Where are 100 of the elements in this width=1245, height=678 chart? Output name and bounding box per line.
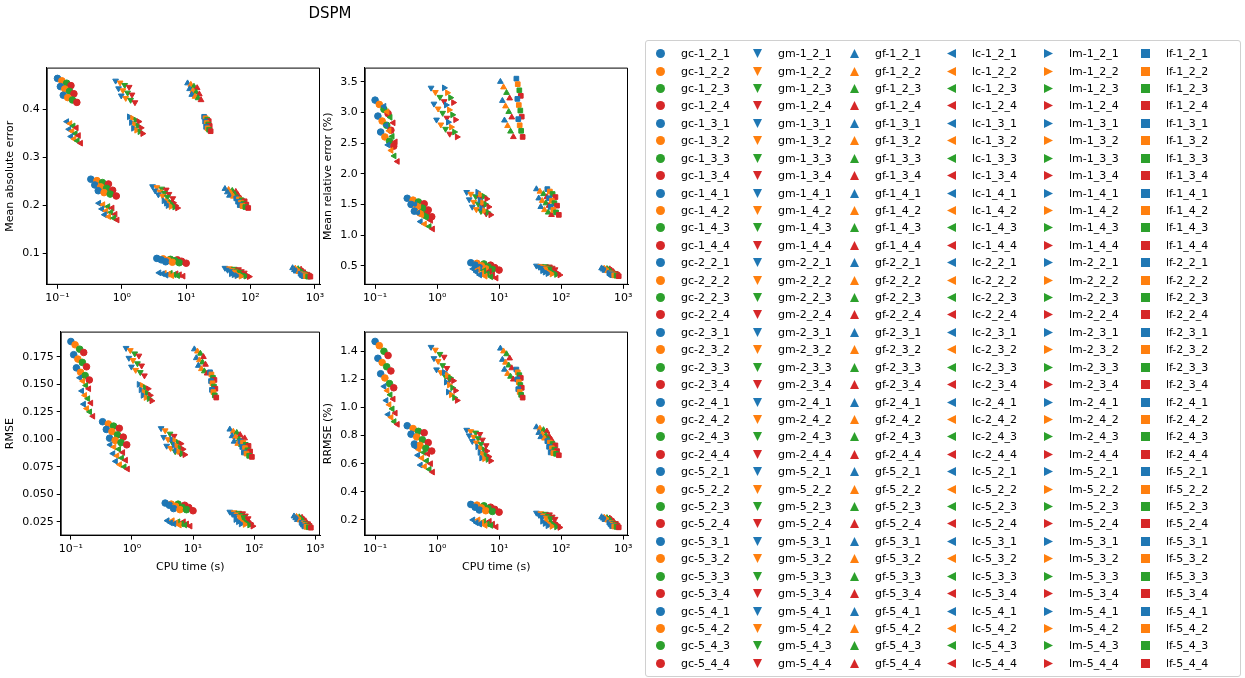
legend-label: gf-2_4_2 bbox=[875, 412, 922, 426]
legend-label: gc-5_2_1 bbox=[681, 465, 730, 479]
legend-label: gf-2_2_3 bbox=[875, 291, 922, 305]
legend-label: lm-1_3_2 bbox=[1069, 134, 1119, 148]
legend-label: gm-2_3_3 bbox=[778, 360, 832, 374]
legend-label: lm-1_3_3 bbox=[1069, 151, 1119, 165]
legend-label: gf-2_3_2 bbox=[875, 343, 922, 357]
y-tick-label: 1.4 bbox=[340, 344, 358, 358]
y-tick-label: 0.125 bbox=[22, 404, 54, 418]
legend-label: gf-1_2_3 bbox=[875, 82, 922, 96]
x-tick-label: 10⁻¹ bbox=[362, 542, 388, 556]
legend-label: lf-1_2_4 bbox=[1166, 99, 1209, 113]
legend-label: gf-2_4_3 bbox=[875, 430, 922, 444]
y-tick-label: 2.5 bbox=[340, 135, 358, 149]
y-tick-label: 0.2 bbox=[22, 198, 40, 212]
legend-label: gm-5_4_3 bbox=[778, 639, 832, 653]
legend-label: gm-2_4_3 bbox=[778, 430, 832, 444]
legend-label: lc-5_4_4 bbox=[972, 656, 1018, 670]
x-tick-label: 10² bbox=[551, 542, 571, 556]
legend-label: gm-1_3_4 bbox=[778, 169, 832, 183]
legend-label: lm-5_2_4 bbox=[1069, 517, 1119, 531]
legend-label: gm-2_2_4 bbox=[778, 308, 832, 322]
legend-label: lf-1_4_2 bbox=[1166, 203, 1209, 217]
x-tick-label: 10⁻¹ bbox=[58, 542, 84, 556]
legend-label: lm-5_3_4 bbox=[1069, 587, 1119, 601]
legend-label: gf-2_4_4 bbox=[875, 447, 922, 461]
legend-label: gm-1_2_2 bbox=[778, 64, 832, 78]
legend-label: lm-1_4_1 bbox=[1069, 186, 1119, 200]
legend-label: gc-1_2_1 bbox=[681, 47, 730, 61]
y-tick-label: 0.5 bbox=[340, 258, 358, 272]
legend-label: gf-2_2_1 bbox=[875, 256, 922, 270]
legend-label: lc-1_4_1 bbox=[972, 186, 1018, 200]
legend-label: gc-5_4_1 bbox=[681, 604, 730, 618]
legend-label: lc-2_3_1 bbox=[972, 325, 1018, 339]
legend-label: lm-5_2_1 bbox=[1069, 465, 1119, 479]
legend-label: lc-1_3_2 bbox=[972, 134, 1018, 148]
x-tick-label: 10³ bbox=[613, 291, 633, 305]
x-tick-label: 10⁻¹ bbox=[45, 291, 70, 305]
chart-title: DSPM bbox=[307, 4, 353, 22]
legend-label: gm-2_4_2 bbox=[778, 412, 832, 426]
legend-label: lm-5_3_3 bbox=[1069, 569, 1119, 583]
legend-label: gc-2_2_2 bbox=[681, 273, 730, 287]
legend-label: gc-1_4_2 bbox=[681, 203, 730, 217]
x-tick-label: 10³ bbox=[613, 542, 633, 556]
legend-label: gf-1_4_4 bbox=[875, 238, 922, 252]
y-tick-label: 3.0 bbox=[340, 105, 358, 119]
legend-label: lf-2_2_4 bbox=[1166, 308, 1209, 322]
x-axis-title: CPU time (s) bbox=[156, 560, 225, 574]
legend-label: gc-5_3_3 bbox=[681, 569, 730, 583]
y-tick-label: 0.6 bbox=[340, 456, 358, 470]
legend-label: gc-5_3_1 bbox=[681, 534, 730, 548]
legend-label: lc-5_4_2 bbox=[972, 621, 1018, 635]
legend-label: gm-5_3_2 bbox=[778, 552, 832, 566]
x-tick-label: 10⁰ bbox=[427, 291, 447, 305]
legend-label: lc-2_4_4 bbox=[972, 447, 1018, 461]
legend-label: lc-1_4_2 bbox=[972, 203, 1018, 217]
legend-label: gc-5_4_4 bbox=[681, 656, 730, 670]
legend-label: lm-1_4_2 bbox=[1069, 203, 1119, 217]
legend-label: gc-5_4_3 bbox=[681, 639, 730, 653]
legend-label: lf-2_4_3 bbox=[1166, 430, 1209, 444]
x-tick-label: 10¹ bbox=[183, 542, 203, 556]
legend-label: gc-2_4_2 bbox=[681, 412, 730, 426]
legend-label: gc-5_2_2 bbox=[681, 482, 730, 496]
legend-label: gm-2_3_4 bbox=[778, 378, 832, 392]
y-tick-label: 0.025 bbox=[22, 514, 54, 528]
legend-label: lf-2_3_3 bbox=[1166, 360, 1209, 374]
legend-label: lf-1_4_1 bbox=[1166, 186, 1209, 200]
legend-label: lm-1_2_4 bbox=[1069, 99, 1119, 113]
legend-label: lc-2_4_3 bbox=[972, 430, 1018, 444]
legend-label: gm-5_4_4 bbox=[778, 656, 832, 670]
legend-label: gc-1_3_4 bbox=[681, 169, 730, 183]
legend-label: gc-2_4_3 bbox=[681, 430, 730, 444]
legend-label: lm-2_3_2 bbox=[1069, 343, 1119, 357]
y-tick-label: 0.150 bbox=[22, 377, 54, 391]
legend-label: lc-5_3_3 bbox=[972, 569, 1018, 583]
legend-label: gc-1_4_1 bbox=[681, 186, 730, 200]
y-axis-title: Mean absolute error bbox=[3, 120, 17, 232]
legend-label: gm-1_2_3 bbox=[778, 82, 832, 96]
legend-label: lf-1_3_3 bbox=[1166, 151, 1209, 165]
legend-label: gf-5_3_4 bbox=[875, 587, 922, 601]
legend-label: lf-1_3_1 bbox=[1166, 116, 1209, 130]
y-tick-label: 0.3 bbox=[22, 150, 40, 164]
legend-label: gc-2_2_1 bbox=[681, 256, 730, 270]
y-tick-label: 0.050 bbox=[22, 487, 54, 501]
legend-label: gc-5_4_2 bbox=[681, 621, 730, 635]
x-tick-label: 10¹ bbox=[176, 291, 196, 305]
legend-label: lm-5_4_1 bbox=[1069, 604, 1119, 618]
legend-label: gf-2_2_2 bbox=[875, 273, 922, 287]
x-tick-label: 10⁻¹ bbox=[362, 291, 388, 305]
legend-label: gf-2_4_1 bbox=[875, 395, 922, 409]
legend-label: gm-1_4_2 bbox=[778, 203, 832, 217]
legend-label: gc-1_3_3 bbox=[681, 151, 730, 165]
legend-label: lf-1_2_2 bbox=[1166, 64, 1209, 78]
legend-label: lc-1_2_2 bbox=[972, 64, 1018, 78]
legend-label: gc-1_4_3 bbox=[681, 221, 730, 235]
legend-label: lc-1_2_3 bbox=[972, 82, 1018, 96]
legend-label: lf-1_3_2 bbox=[1166, 134, 1209, 148]
y-tick-label: 0.4 bbox=[22, 102, 40, 116]
legend-label: gf-5_4_1 bbox=[875, 604, 922, 618]
legend-label: lm-1_2_1 bbox=[1069, 47, 1119, 61]
